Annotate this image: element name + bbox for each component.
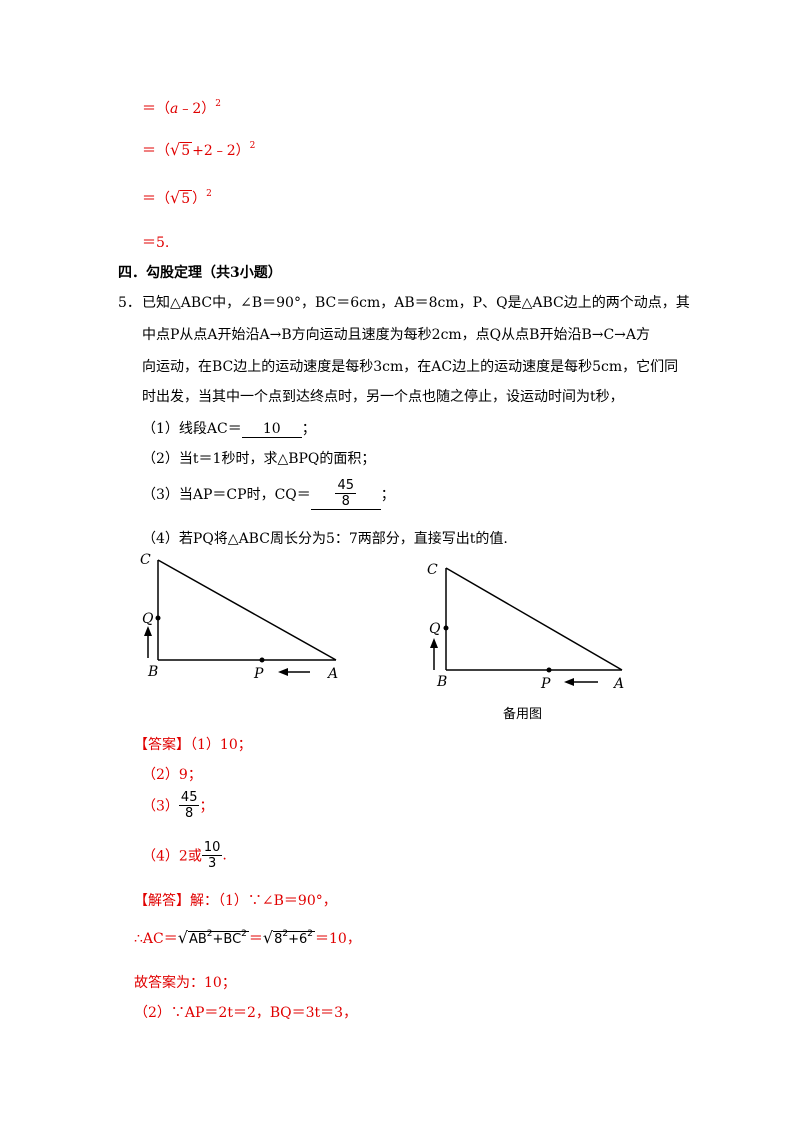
question-1: （1）线段AC＝ 10； <box>142 418 316 438</box>
question-1-text: （1）线段AC＝ <box>142 421 242 437</box>
exp: 2 <box>307 929 314 939</box>
prev-line-2: ＝（√5 +2﹣2）2 <box>142 140 255 160</box>
prev-line-1: ＝（a﹣2）2 <box>142 98 221 118</box>
solution-line-1: 【解答】解：（1）∵∠B＝90°， <box>134 890 337 910</box>
triangle-figure-right: C Q B P A <box>427 562 624 692</box>
solution-tag: 【解答】 <box>134 893 190 909</box>
exp: 2 <box>282 929 289 939</box>
label-c: C <box>427 562 438 578</box>
prev-line-2-prefix: ＝（ <box>142 143 170 159</box>
question-1-suffix: ； <box>301 421 316 437</box>
prev-line-3-radicand: 5 <box>180 190 193 207</box>
question-3-fraction: 45 8 <box>335 478 357 509</box>
problem-line-3: 向运动，在BC边上的运动速度是每秒3cm，在AC边上的运动速度是每秒5cm，它们… <box>142 359 679 375</box>
arrow-up-icon <box>144 626 152 636</box>
answer-tag: 【答案】 <box>134 737 190 753</box>
point-p <box>259 657 265 663</box>
answer-3-prefix: （3） <box>142 798 179 815</box>
arrow-left-icon <box>278 668 288 676</box>
sqrt-ab-bc: √AB2+BC2 <box>177 928 249 947</box>
prev-line-3-rest: ） <box>192 191 207 207</box>
prev-line-3: ＝（√5 ）2 <box>142 188 212 208</box>
section-title: 四．勾股定理（共3小题） <box>118 265 282 281</box>
question-3-suffix: ； <box>380 487 395 503</box>
answer-4-fraction: 10 3 <box>201 840 223 871</box>
solution-text-1: 解：（1）∵∠B＝90°， <box>190 893 337 909</box>
label-c: C <box>140 552 151 568</box>
answer-4-suffix: . <box>222 847 227 864</box>
solution-2-prefix: ∴AC＝ <box>134 931 178 947</box>
question-2: （2）当t＝1秒时，求△BPQ的面积； <box>142 451 376 467</box>
prev-line-3-prefix: ＝（ <box>142 191 170 207</box>
problem-line-1: 已知△ABC中，∠B＝90°，BC＝6cm，AB＝8cm，P、Q是△ABC边上的… <box>142 295 690 311</box>
answer-line-4: （4）2或 10 3. <box>142 840 227 871</box>
question-3-answer-blank: 45 8 <box>310 478 381 510</box>
question-3: （3）当AP＝CP时，CQ＝ 45 8 ； <box>142 478 395 510</box>
triangle-figure-left: C Q B P A <box>140 552 338 682</box>
prev-line-2-rest: +2﹣2） <box>192 143 250 159</box>
fraction-numerator: 45 <box>178 790 200 806</box>
fraction-numerator: 45 <box>335 478 357 494</box>
problem-number: 5． <box>118 295 141 311</box>
prev-line-2-radicand: 5 <box>180 142 193 159</box>
label-p: P <box>253 666 264 682</box>
fraction-denominator: 8 <box>185 806 194 821</box>
point-q <box>155 615 161 621</box>
label-q: Q <box>142 611 154 627</box>
radicand-bc: +BC <box>212 932 242 947</box>
answer-4-prefix: （4）2或 <box>142 848 202 865</box>
answer-line-1: 【答案】（1）10； <box>134 734 252 754</box>
fraction-denominator: 3 <box>207 856 217 871</box>
sqrt-symbol: √5 <box>170 140 193 159</box>
prev-line-2-exp: 2 <box>249 141 256 151</box>
question-1-answer-blank: 10 <box>241 421 302 438</box>
arrow-left-icon <box>564 678 574 686</box>
exp: 2 <box>206 929 213 939</box>
sqrt-symbol: √5 <box>170 188 193 207</box>
fraction-numerator: 10 <box>201 840 223 856</box>
figure-caption: 备用图 <box>503 707 543 722</box>
solution-line-4: （2）∵AP＝2t＝2，BQ＝3t＝3， <box>134 1005 358 1021</box>
question-4: （4）若PQ将△ABC周长分为5：7两部分，直接写出t的值. <box>142 531 508 547</box>
radicand-6: +6 <box>288 932 308 947</box>
fraction-denominator: 8 <box>341 494 350 509</box>
label-p: P <box>540 676 551 692</box>
radicand-8: 8 <box>274 932 283 947</box>
label-a: A <box>612 676 624 692</box>
answer-line-3: （3） 45 8； <box>142 790 213 821</box>
prev-line-4: ＝5. <box>142 235 170 251</box>
prev-line-1-prefix: ＝（ <box>142 101 170 117</box>
label-q: Q <box>429 621 441 637</box>
label-a: A <box>326 666 338 682</box>
label-b: B <box>147 664 158 680</box>
point-q <box>443 625 449 631</box>
problem-line-4: 时出发，当其中一个点到达终点时，另一个点也随之停止，设运动时间为t秒， <box>142 389 624 405</box>
problem-line-2: 中点P从点A开始沿A→B方向运动且速度为每秒2cm，点Q从点B开始沿B→C→A方 <box>142 327 651 343</box>
exp: 2 <box>241 929 247 939</box>
prev-line-3-exp: 2 <box>206 189 212 199</box>
answer-1: （1）10； <box>190 737 252 753</box>
sqrt-8-6: √82+62 <box>262 928 316 947</box>
answer-2: （2）9； <box>142 767 202 783</box>
answer-3-suffix: ； <box>199 798 214 815</box>
equals-sign: ＝ <box>248 931 263 947</box>
prev-line-1-exp: 2 <box>215 99 222 109</box>
arrow-up-icon <box>430 638 438 648</box>
radicand-ab: AB <box>188 932 207 947</box>
question-3-text: （3）当AP＝CP时，CQ＝ <box>142 487 311 503</box>
solution-line-3: 故答案为：10； <box>134 975 236 991</box>
label-b: B <box>436 674 447 690</box>
solution-line-2: ∴AC＝√AB2+BC2 ＝√82+62 ＝10， <box>134 928 361 948</box>
solution-2-result: ＝10， <box>315 931 361 947</box>
prev-line-1-rest: ﹣2） <box>178 101 216 117</box>
prev-line-1-var: a <box>170 101 179 117</box>
point-p <box>546 667 552 673</box>
answer-3-fraction: 45 8 <box>178 790 200 821</box>
